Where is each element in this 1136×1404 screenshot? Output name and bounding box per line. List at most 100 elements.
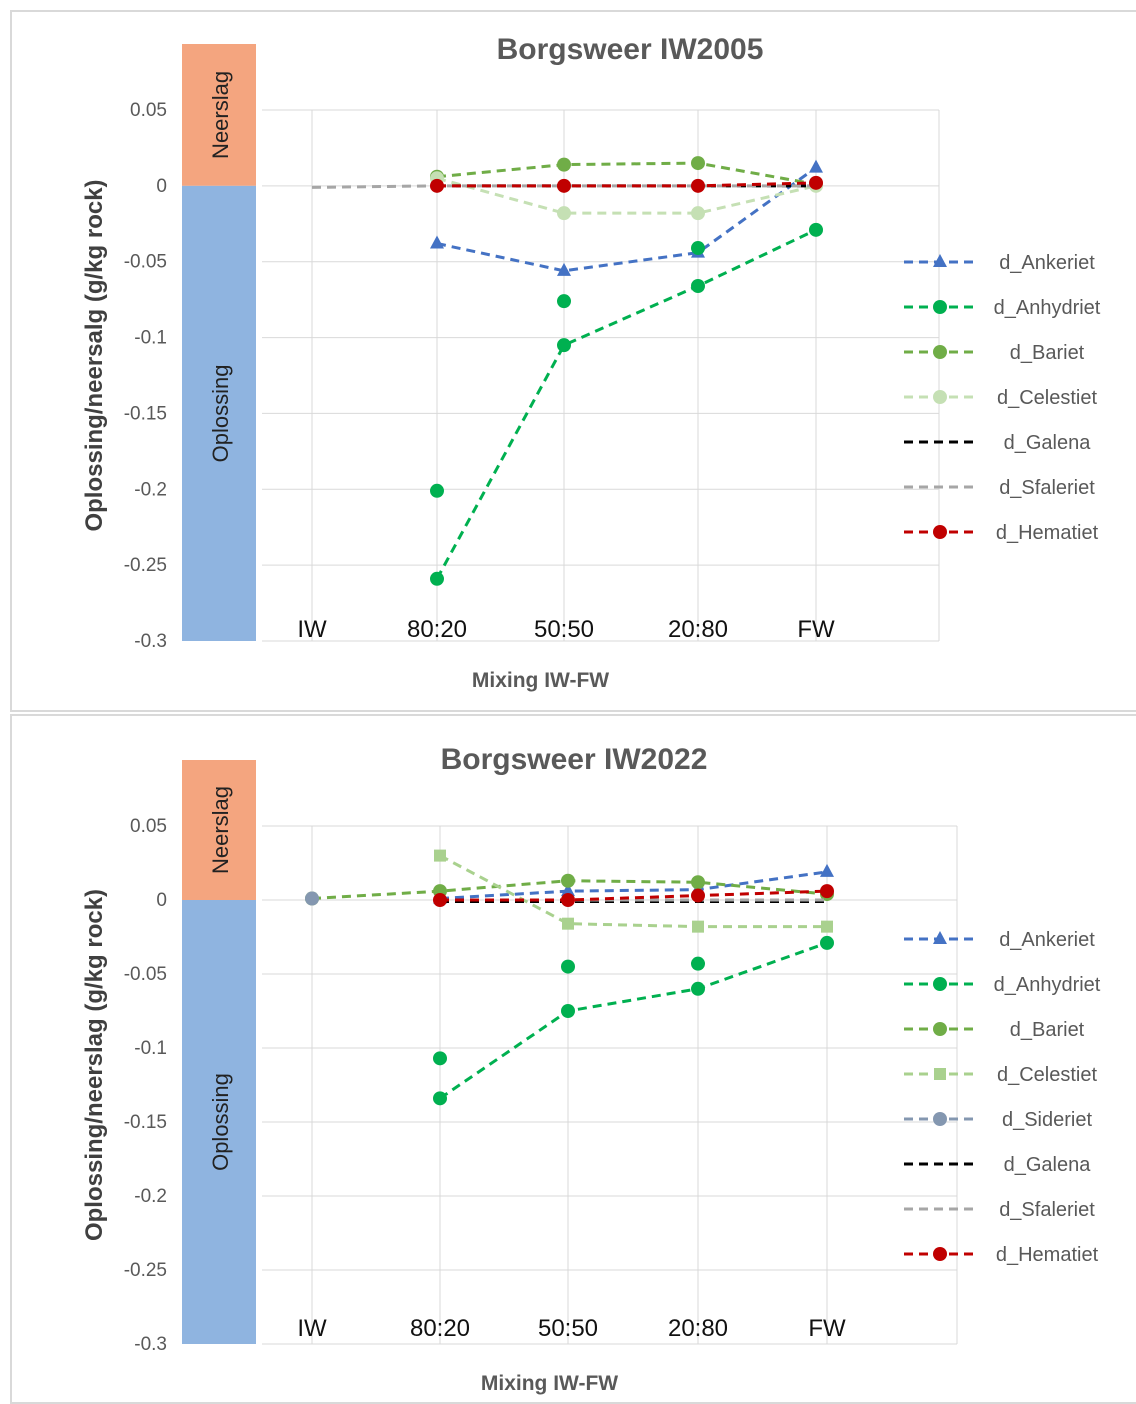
legend-item: d_Galena bbox=[904, 432, 1091, 454]
chart-iw2005: Neerslag Oplossing 0.05 0 -0.05 -0.1 -0.15 -0.2… bbox=[81, 33, 1101, 692]
y-tick-label: -0.05 bbox=[124, 964, 167, 985]
legend-label: d_Galena bbox=[1004, 1154, 1092, 1176]
data-point bbox=[820, 884, 834, 899]
legend-marker bbox=[933, 300, 947, 314]
x-tick-label: FW bbox=[808, 1315, 846, 1342]
data-point bbox=[691, 888, 705, 903]
x-axis-label: Mixing IW-FW bbox=[472, 669, 609, 692]
data-point bbox=[561, 873, 575, 888]
series-d-ankeriet bbox=[430, 159, 823, 276]
legend-item: d_Celestiet bbox=[904, 1064, 1097, 1086]
neerslag-band bbox=[182, 760, 256, 900]
series-d-anhydriet-b bbox=[430, 241, 705, 498]
series-line bbox=[436, 166, 817, 273]
data-point bbox=[691, 156, 705, 171]
series-line bbox=[435, 228, 817, 580]
data-point bbox=[691, 241, 705, 256]
data-point bbox=[691, 875, 705, 890]
legend-marker bbox=[933, 1022, 947, 1036]
series-d-anhydriet bbox=[430, 222, 823, 586]
y-axis-label: Oplossing/neerslag (g/kg rock) bbox=[81, 889, 108, 1241]
legend-item: d_Anhydriet bbox=[904, 297, 1101, 319]
legend-item: d_Anhydriet bbox=[904, 974, 1101, 996]
data-point bbox=[557, 338, 571, 353]
data-point bbox=[557, 262, 571, 276]
legend-marker bbox=[933, 931, 947, 944]
series-line bbox=[439, 854, 827, 929]
data-point bbox=[692, 920, 704, 933]
y-axis-label: Oplossing/neersalg (g/kg rock) bbox=[81, 179, 108, 531]
data-point bbox=[430, 235, 444, 249]
legend-label: d_Ankeriet bbox=[999, 929, 1095, 951]
legend-marker bbox=[933, 525, 947, 539]
chart-panel-iw2005: Neerslag Oplossing 0.05 0 -0.05 -0.1 -0.15 -0.2… bbox=[10, 10, 1136, 712]
neerslag-label: Neerslag bbox=[208, 786, 233, 874]
y-tick-label: -0.15 bbox=[124, 1112, 167, 1133]
oplossing-label: Oplossing bbox=[208, 1073, 233, 1171]
oplossing-label: Oplossing bbox=[208, 365, 233, 463]
series-line bbox=[436, 161, 817, 186]
y-tick-label: -0.2 bbox=[134, 1186, 167, 1207]
data-point bbox=[562, 917, 574, 930]
series-d-celestiet bbox=[434, 849, 833, 933]
data-point bbox=[691, 178, 705, 193]
data-point bbox=[434, 849, 446, 862]
y-tick-label: 0 bbox=[156, 890, 167, 911]
legend-label: d_Anhydriet bbox=[994, 297, 1101, 319]
data-point bbox=[433, 1051, 447, 1066]
y-tick-label: -0.25 bbox=[124, 555, 167, 576]
data-point bbox=[430, 483, 444, 498]
chart-panel-iw2022: Neerslag Oplossing 0.05 0 -0.05 -0.1 -0.15 -0.2… bbox=[10, 714, 1136, 1404]
legend-label: d_Bariet bbox=[1010, 1019, 1085, 1041]
legend-label: d_Ankeriet bbox=[999, 252, 1095, 274]
y-tick-label: -0.3 bbox=[134, 631, 167, 652]
legend-label: d_Sideriet bbox=[1002, 1109, 1093, 1131]
legend-label: d_Celestiet bbox=[997, 1064, 1098, 1086]
data-point bbox=[561, 959, 575, 974]
legend-label: d_Bariet bbox=[1010, 342, 1085, 364]
y-tick-label: -0.3 bbox=[134, 1334, 167, 1355]
data-point bbox=[561, 883, 575, 897]
neerslag-label: Neerslag bbox=[208, 71, 233, 159]
data-point bbox=[809, 222, 823, 237]
data-point bbox=[820, 863, 834, 877]
data-point bbox=[561, 1004, 575, 1018]
data-point bbox=[821, 920, 833, 933]
chart-iw2022: Neerslag Oplossing 0.05 0 -0.05 -0.1 -0.15 -0.2… bbox=[81, 743, 1101, 1395]
data-point bbox=[561, 893, 575, 907]
y-tick-label: -0.15 bbox=[124, 403, 167, 424]
data-point bbox=[557, 294, 571, 309]
legend-item: d_Hematiet bbox=[904, 522, 1099, 544]
legend-label: d_Sfaleriet bbox=[999, 477, 1095, 499]
data-point bbox=[691, 956, 705, 971]
series-line bbox=[439, 941, 828, 1100]
chart-title: Borgsweer IW2005 bbox=[497, 33, 764, 66]
data-point bbox=[557, 206, 571, 221]
legend-item: d_Sfaleriet bbox=[904, 477, 1095, 499]
y-tick-label: 0 bbox=[156, 176, 167, 197]
series-d-anhydriet bbox=[433, 935, 834, 1106]
oplossing-band bbox=[182, 185, 256, 641]
data-point bbox=[433, 893, 447, 907]
legend-item: d_Bariet bbox=[904, 342, 1085, 364]
data-point bbox=[430, 571, 444, 586]
x-tick-label: FW bbox=[797, 616, 835, 643]
legend-item: d_Bariet bbox=[904, 1019, 1085, 1041]
x-tick-label: IW bbox=[297, 1315, 327, 1342]
x-tick-label: 50:50 bbox=[538, 1315, 598, 1342]
series-d-celestiet bbox=[430, 171, 823, 221]
legend-label: d_Celestiet bbox=[997, 387, 1098, 409]
legend-marker bbox=[933, 1247, 947, 1261]
neerslag-band bbox=[182, 44, 256, 186]
x-tick-label: 20:80 bbox=[668, 1315, 728, 1342]
series-line bbox=[437, 181, 817, 188]
data-point bbox=[305, 891, 319, 906]
y-tick-label: 0.05 bbox=[130, 816, 167, 837]
x-tick-label: 80:20 bbox=[410, 1315, 470, 1342]
data-point bbox=[430, 178, 444, 193]
data-point bbox=[809, 159, 823, 173]
x-tick-label: 80:20 bbox=[407, 616, 467, 643]
oplossing-band bbox=[182, 900, 256, 1344]
y-tick-label: -0.05 bbox=[124, 252, 167, 273]
data-point bbox=[691, 278, 705, 293]
